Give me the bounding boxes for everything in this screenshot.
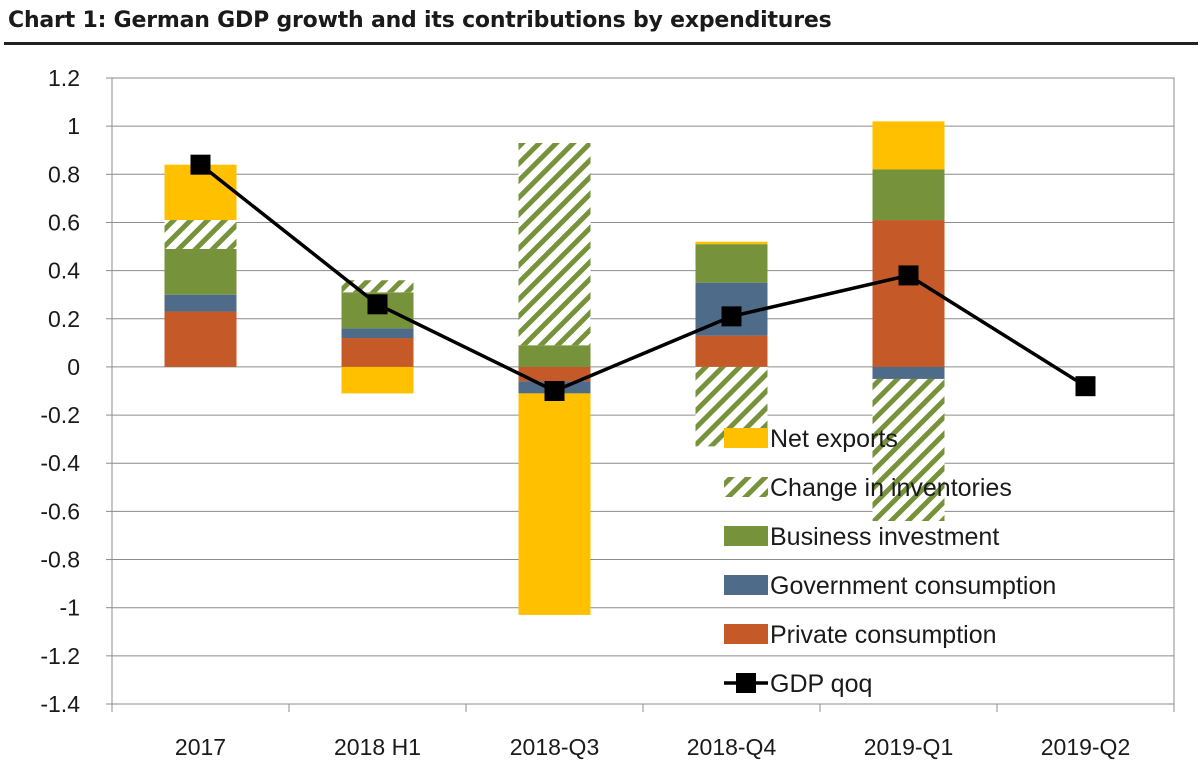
gdp-marker [721,306,742,327]
x-tick-label: 2019-Q1 [864,734,954,760]
y-tick-label: -1.2 [40,643,80,669]
bar-business-investment [695,244,768,283]
y-tick-label: -0.8 [40,547,80,573]
y-tick-label: -0.2 [40,402,80,428]
bar-government-consumption [164,294,237,312]
title-rule [4,42,1198,45]
chart-title: Chart 1: German GDP growth and its contr… [8,8,832,33]
bar-net-exports [695,241,768,245]
legend-marker-gdp-qoq [736,673,756,693]
y-tick-label: 0 [67,354,80,380]
gdp-marker [544,381,565,401]
bar-government-consumption [341,328,414,339]
bar-change-in-inventories [164,220,237,249]
bar-net-exports [341,366,414,394]
y-tick-label: 0.4 [48,258,80,284]
legend-label-private-consumption: Private consumption [770,621,997,649]
y-tick-label: -1.4 [40,691,80,717]
x-tick-label: 2018 H1 [334,734,421,760]
legend-label-government-consumption: Government consumption [770,572,1056,600]
y-tick-label: -1 [60,595,80,621]
bar-private-consumption [695,335,768,367]
gdp-marker [898,265,919,286]
y-tick-label: -0.4 [40,450,80,476]
y-tick-label: 1 [67,113,80,139]
legend-swatch-business-investment [724,526,768,546]
bar-business-investment [164,248,237,295]
legend-swatch-private-consumption [724,624,768,644]
legend-swatch-net-exports [724,428,768,448]
x-tick-label: 2019-Q2 [1041,734,1131,760]
bar-change-in-inventories [872,378,945,522]
plot-area-border [111,77,1175,705]
bar-business-investment [518,345,591,367]
gdp-line [199,163,1087,393]
bar-private-consumption [518,366,591,382]
gdp-marker [1075,376,1096,397]
legend-swatch-change-in-inventories [724,477,768,497]
bar-net-exports [872,121,945,170]
bar-business-investment [872,169,945,221]
y-tick-label: 0.2 [48,306,80,332]
legend-swatch-government-consumption [724,575,768,595]
y-tick-label: 0.8 [48,161,80,187]
y-tick-label: 0.6 [48,209,80,235]
legend-label-net-exports: Net exports [770,425,898,453]
bar-private-consumption [872,220,945,367]
legend-label-change-in-inventories: Change in inventories [770,474,1012,502]
y-tick-label: -0.6 [40,498,80,524]
bar-government-consumption [872,366,945,379]
legend-label-business-investment: Business investment [770,523,999,551]
y-tick-label: 1.2 [48,65,80,91]
bar-change-in-inventories [518,143,591,346]
gdp-marker [367,294,388,315]
x-tick-label: 2018-Q4 [687,734,777,760]
bar-private-consumption [341,338,414,367]
bar-net-exports [518,393,591,615]
x-tick-label: 2017 [175,734,226,760]
bar-private-consumption [164,311,237,367]
legend-label-gdp-qoq: GDP qoq [770,670,872,698]
gdp-marker [190,154,211,175]
x-tick-label: 2018-Q3 [510,734,600,760]
